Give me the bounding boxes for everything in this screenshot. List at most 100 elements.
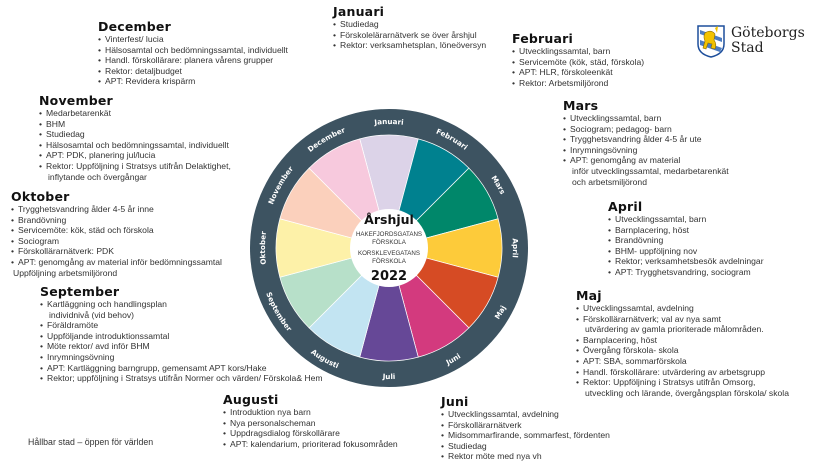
list-item: Möte rektor/ avd inför BHM xyxy=(40,341,323,352)
list-item: APT: PDK, planering jul/lucia xyxy=(39,150,231,161)
item-continuation: individnivå (vid behov) xyxy=(49,309,135,320)
list-item: Utvecklingssamtal, barn xyxy=(608,214,764,225)
month-title: Mars xyxy=(563,98,599,113)
list-item: Förskollärarnätverk xyxy=(441,420,610,431)
list-item: APT: Trygghetsvandring, sociogram xyxy=(608,267,764,278)
month-block-december: December Vinterfest/ lucia Hälsosamtal o… xyxy=(98,19,288,87)
item-text: Rektor: Uppföljning i Stratsys utifrån O… xyxy=(583,377,756,388)
list-item: Kartläggning och handlingsplanindividniv… xyxy=(40,299,323,320)
list-item: Handl. förskollärare: utvärdering av arb… xyxy=(576,367,789,378)
month-title: Juni xyxy=(441,394,469,409)
list-item: Inrymningsövning xyxy=(40,352,323,363)
month-title: September xyxy=(40,284,120,299)
list-item: Utvecklingssamtal, barn xyxy=(563,113,729,124)
month-block-mars: Mars Utvecklingssamtal, barn Sociogram; … xyxy=(563,98,729,187)
item-text: Kartläggning och handlingsplan xyxy=(47,299,167,309)
list-item: APT: genomgång av material inför bedömni… xyxy=(11,257,222,278)
list-item: Studiedag xyxy=(441,441,610,452)
list-item: Rektor möte med nya vh xyxy=(441,451,610,462)
list-item: Sociogram xyxy=(11,236,222,247)
item-text: APT: genomgång av material xyxy=(570,155,681,166)
item-continuation: Uppföljning arbetsmiljörond xyxy=(13,267,118,278)
list-item: Hälsosamtal och bedömningssamtal, indivi… xyxy=(39,140,231,151)
month-title: April xyxy=(608,199,643,214)
list-item: Rektor; uppföljning i Stratsys utifrån N… xyxy=(40,373,323,384)
item-continuation: och arbetsmiljörond xyxy=(572,176,647,187)
list-item: Rektor: verksamhetsplan, löneöversyn xyxy=(333,40,486,51)
wheel-year: 2022 xyxy=(371,269,407,284)
ring-label-juli: Juli xyxy=(382,372,396,381)
item-text: Förskollärarnätverk; val av nya samt xyxy=(583,313,722,324)
month-block-februari: Februari Utvecklingssamtal, barn Service… xyxy=(512,31,644,88)
item-text: Rektor: Uppföljning i Stratsys utifrån D… xyxy=(46,160,231,171)
list-item: BHM- uppföljning nov xyxy=(608,246,764,257)
list-item: Vinterfest/ lucia xyxy=(98,34,288,45)
list-item: APT: Kartläggning barngrupp, gemensamt A… xyxy=(40,363,323,374)
item-continuation: utveckling och lärande, övergångsplan fö… xyxy=(585,387,789,398)
list-item: Rektor: Arbetsmiljörond xyxy=(512,78,644,89)
list-item: Barnplacering, höst xyxy=(576,335,789,346)
goteborgs-stad-logo: Göteborgs Stad xyxy=(697,24,805,58)
list-item: Studiedag xyxy=(333,19,486,30)
year-wheel: JanuariFebruariMarsAprilMajJuniJuliAugus… xyxy=(250,109,528,387)
list-item: Handl. förskollärare: planera vårens gru… xyxy=(98,55,288,66)
footer-slogan: Hållbar stad – öppen för världen xyxy=(28,437,154,447)
list-item: Förskollärarnätverk: PDK xyxy=(11,246,222,257)
item-continuation: inför utvecklingssamtal, medarbetarenkät xyxy=(572,165,729,176)
school2-line1: KORSKLEVEGATANS xyxy=(358,250,420,257)
item-continuation: utvärdering av gamla prioriterade målomr… xyxy=(585,324,764,335)
list-item: APT: kalendarium, prioriterad fokusområd… xyxy=(223,439,398,450)
list-item: Trygghetsvandring ålder 4-5 år inne xyxy=(11,204,222,215)
wheel-title: Årshjul xyxy=(364,212,414,227)
list-item: Utvecklingssamtal, avdelning xyxy=(576,303,789,314)
list-item: Utvecklingssamtal, avdelning xyxy=(441,409,610,420)
month-title: November xyxy=(39,93,113,108)
list-item: Introduktion nya barn xyxy=(223,407,398,418)
list-item: Hälsosamtal och bedömningssamtal, indivi… xyxy=(98,45,288,56)
school1-line1: HAKEFJORDSGATANS xyxy=(356,231,422,238)
list-item: Rektor: Uppföljning i Stratsys utifrån D… xyxy=(39,161,231,182)
list-item: APT: HLR, förskoleenkät xyxy=(512,67,644,78)
list-item: Trygghetsvandring ålder 4-5 år ute xyxy=(563,134,729,145)
ring-label-januari: Januari xyxy=(373,117,404,127)
list-item: Servicemöte (kök, städ, förskola) xyxy=(512,57,644,68)
month-block-maj: Maj Utvecklingssamtal, avdelning Förskol… xyxy=(576,288,789,398)
list-item: Förskollärarnätverk; val av nya samtutvä… xyxy=(576,314,789,335)
month-title: Februari xyxy=(512,31,574,46)
month-title: Augusti xyxy=(223,392,279,407)
logo-text-line2: Stad xyxy=(731,40,764,56)
item-text: APT: genomgång av material inför bedömni… xyxy=(18,256,222,267)
list-item: Brandövning xyxy=(11,215,222,226)
month-title: Maj xyxy=(576,288,602,303)
list-item: Föräldramöte xyxy=(40,320,323,331)
list-item: Midsommarfirande, sommarfest, fördenten xyxy=(441,430,610,441)
school1-line2: FÖRSKOLA xyxy=(372,239,407,246)
month-block-november: November Medarbetarenkät BHM Studiedag H… xyxy=(39,93,231,182)
ring-label-oktober: Oktober xyxy=(258,230,268,265)
coat-of-arms-lion-icon xyxy=(697,25,725,58)
month-title: December xyxy=(98,19,171,34)
school2-line2: FÖRSKOLA xyxy=(372,258,407,265)
list-item: Nya personalscheman xyxy=(223,418,398,429)
logo-text-line1: Göteborgs xyxy=(731,25,805,41)
list-item: Rektor: Uppföljning i Stratsys utifrån O… xyxy=(576,377,789,398)
month-title: Oktober xyxy=(11,189,70,204)
ring-label-april: April xyxy=(511,238,520,258)
list-item: Servicemöte: kök, städ och förskola xyxy=(11,225,222,236)
list-item: Rektor: detaljbudget xyxy=(98,66,288,77)
list-item: Uppdragsdialog förskollärare xyxy=(223,428,398,439)
list-item: Medarbetarenkät xyxy=(39,108,231,119)
list-item: APT: Revidera krispärm xyxy=(98,76,288,87)
month-block-augusti: Augusti Introduktion nya barn Nya person… xyxy=(223,392,398,449)
month-block-april: April Utvecklingssamtal, barn Barnplacer… xyxy=(608,199,764,278)
list-item: Brandövning xyxy=(608,235,764,246)
list-item: Studiedag xyxy=(39,129,231,140)
month-block-juni: Juni Utvecklingssamtal, avdelning Försko… xyxy=(441,394,610,462)
list-item: BHM xyxy=(39,119,231,130)
list-item: Inrymningsövning xyxy=(563,145,729,156)
month-block-januari: Januari Studiedag Förskolelärarnätverk s… xyxy=(333,4,486,51)
list-item: APT: SBA, sommarförskola xyxy=(576,356,789,367)
wheel-center xyxy=(350,209,428,287)
list-item: Rektor; verksamhetsbesök avdelningar xyxy=(608,256,764,267)
month-title: Januari xyxy=(333,4,385,19)
